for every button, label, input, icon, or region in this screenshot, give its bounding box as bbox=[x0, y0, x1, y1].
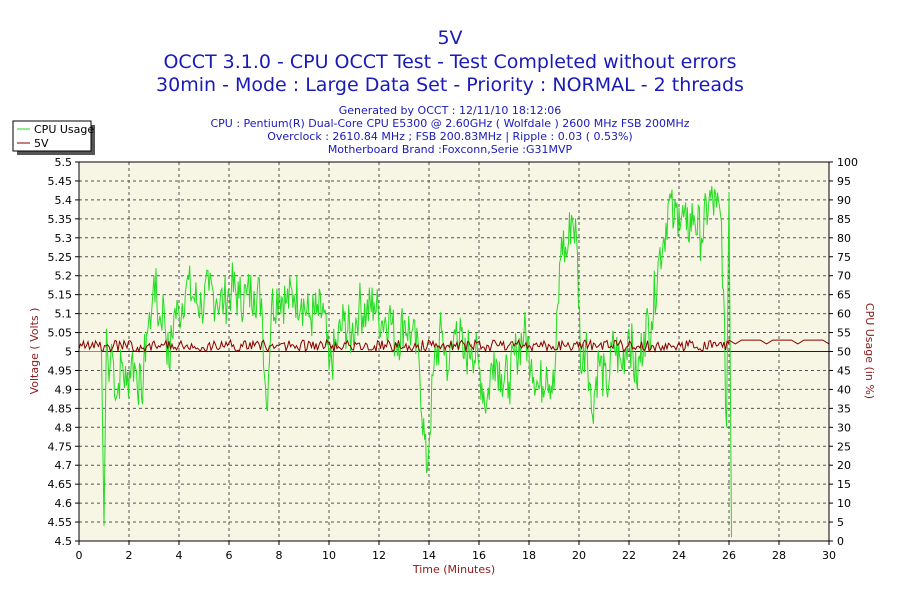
x-tick-label-12: 12 bbox=[372, 549, 386, 562]
y2-tick-label-5: 5 bbox=[837, 516, 844, 529]
info-cpu: CPU : Pentium(R) Dual-Core CPU E5300 @ 2… bbox=[210, 117, 689, 130]
y2-tick-label-80: 80 bbox=[837, 232, 851, 245]
info-motherboard: Motherboard Brand :Foxconn,Serie :G31MVP bbox=[328, 143, 573, 156]
x-tick-label-24: 24 bbox=[672, 549, 686, 562]
y-axis-ticks: 4.5 4.55 4.6 4.65 4.7 4.75 4.8 4.85 4.9 4.95 5 5.05… bbox=[48, 156, 79, 548]
y2-tick-label-20: 20 bbox=[837, 459, 851, 472]
x-tick-label-26: 26 bbox=[722, 549, 736, 562]
x-tick-label-20: 20 bbox=[572, 549, 586, 562]
x-tick-label-18: 18 bbox=[522, 549, 536, 562]
chart-title: 5V bbox=[437, 27, 462, 49]
y2-tick-label-10: 10 bbox=[837, 497, 851, 510]
y2-tick-label-95: 95 bbox=[837, 175, 851, 188]
y-tick-label-4.75: 4.75 bbox=[48, 440, 73, 453]
y-tick-label-4.8: 4.8 bbox=[55, 421, 73, 434]
y2-tick-label-35: 35 bbox=[837, 402, 851, 415]
y2-tick-label-100: 100 bbox=[837, 156, 858, 169]
y2-tick-label-50: 50 bbox=[837, 346, 851, 359]
y2-tick-label-85: 85 bbox=[837, 213, 851, 226]
y-tick-label-5.35: 5.35 bbox=[48, 213, 73, 226]
x-tick-label-10: 10 bbox=[322, 549, 336, 562]
y2-tick-label-55: 55 bbox=[837, 327, 851, 340]
y2-tick-label-70: 70 bbox=[837, 270, 851, 283]
info-generated: Generated by OCCT : 12/11/10 18:12:06 bbox=[339, 104, 562, 117]
x-tick-label-14: 14 bbox=[422, 549, 436, 562]
y-tick-label-5.25: 5.25 bbox=[48, 251, 73, 264]
series-5v-line bbox=[78, 338, 830, 354]
y-tick-label-5.45: 5.45 bbox=[48, 175, 73, 188]
y2-tick-label-60: 60 bbox=[837, 308, 851, 321]
x-axis-ticks: 0 2 4 6 8 10 12 14 16 18 20 22 24 26 28 30 bbox=[76, 541, 836, 562]
y2-axis-ticks: 0 5 10 15 20 25 30 35 40 45 50 55 60 65 70 75 80 85 90 95 10… bbox=[829, 156, 858, 548]
y2-tick-label-75: 75 bbox=[837, 251, 851, 264]
x-tick-label-16: 16 bbox=[472, 549, 486, 562]
y-tick-label-5: 5 bbox=[65, 346, 72, 359]
y-tick-label-5.15: 5.15 bbox=[48, 289, 73, 302]
series-cpu-usage-line bbox=[79, 185, 732, 538]
y-tick-label-5.5: 5.5 bbox=[55, 156, 73, 169]
legend: CPU Usage 5V bbox=[12, 120, 95, 155]
x-tick-label-30: 30 bbox=[822, 549, 836, 562]
y2-tick-label-0: 0 bbox=[837, 535, 844, 548]
chart-subtitle-1: OCCT 3.1.0 - CPU OCCT Test - Test Comple… bbox=[163, 51, 736, 73]
y2-tick-label-90: 90 bbox=[837, 194, 851, 207]
y-tick-label-5.2: 5.2 bbox=[55, 270, 73, 283]
y2-tick-label-30: 30 bbox=[837, 421, 851, 434]
y-tick-label-4.6: 4.6 bbox=[55, 497, 73, 510]
y2-tick-label-65: 65 bbox=[837, 289, 851, 302]
y-tick-label-4.95: 4.95 bbox=[48, 364, 73, 377]
y-tick-label-4.55: 4.55 bbox=[48, 516, 73, 529]
x-tick-label-0: 0 bbox=[76, 549, 83, 562]
chart-subtitle-2: 30min - Mode : Large Data Set - Priority… bbox=[156, 74, 744, 96]
x-tick-label-2: 2 bbox=[126, 549, 133, 562]
x-tick-label-4: 4 bbox=[176, 549, 183, 562]
x-tick-label-8: 8 bbox=[276, 549, 283, 562]
x-tick-label-28: 28 bbox=[772, 549, 786, 562]
legend-label-cpu: CPU Usage bbox=[34, 123, 94, 136]
y2-tick-label-40: 40 bbox=[837, 383, 851, 396]
y-tick-label-4.9: 4.9 bbox=[55, 383, 73, 396]
y-axis-title: Voltage ( Volts ) bbox=[28, 308, 41, 395]
x-axis-title: Time (Minutes) bbox=[412, 563, 495, 576]
y2-tick-label-45: 45 bbox=[837, 364, 851, 377]
y-tick-label-4.7: 4.7 bbox=[55, 459, 73, 472]
y-tick-label-4.65: 4.65 bbox=[48, 478, 73, 491]
y-tick-label-4.85: 4.85 bbox=[48, 402, 73, 415]
y-tick-label-5.05: 5.05 bbox=[48, 327, 73, 340]
legend-label-5v: 5V bbox=[34, 137, 49, 150]
info-overclock: Overclock : 2610.84 MHz ; FSB 200.83MHz … bbox=[267, 130, 632, 143]
y-tick-label-4.5: 4.5 bbox=[55, 535, 73, 548]
x-tick-label-22: 22 bbox=[622, 549, 636, 562]
y2-tick-label-25: 25 bbox=[837, 440, 851, 453]
y-tick-label-5.4: 5.4 bbox=[55, 194, 73, 207]
x-tick-label-6: 6 bbox=[226, 549, 233, 562]
y2-tick-label-15: 15 bbox=[837, 478, 851, 491]
y-tick-label-5.1: 5.1 bbox=[55, 308, 73, 321]
y-tick-label-5.3: 5.3 bbox=[55, 232, 73, 245]
legend-box bbox=[12, 120, 92, 152]
y2-axis-title: CPU Usage (in %) bbox=[863, 303, 876, 399]
